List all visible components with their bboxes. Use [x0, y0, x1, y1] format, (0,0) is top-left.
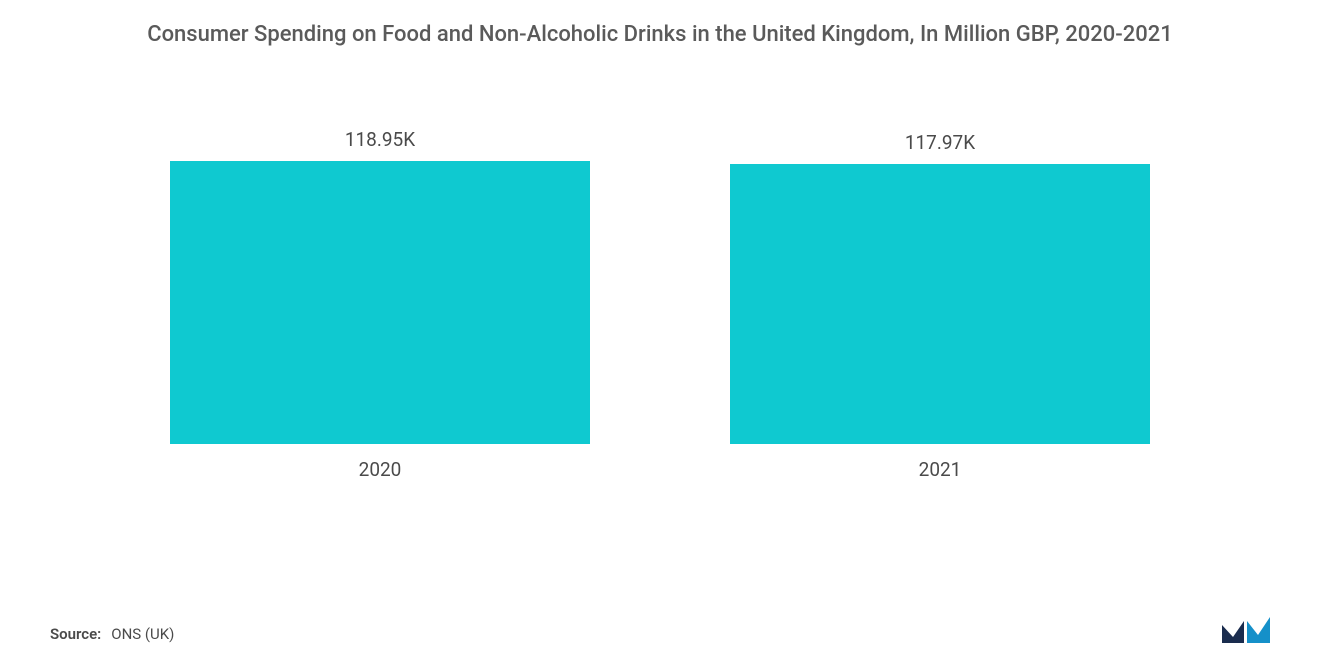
plot-area: 118.95K 2020 117.97K 2021	[50, 101, 1270, 481]
source-value: ONS (UK)	[111, 625, 174, 643]
category-label-0: 2020	[359, 458, 402, 481]
data-label-1: 117.97K	[905, 131, 975, 154]
source-label: Source:	[50, 625, 101, 643]
category-label-1: 2021	[919, 458, 962, 481]
bar-group-1: 117.97K 2021	[730, 131, 1150, 481]
bar-0	[170, 161, 590, 444]
mordor-logo-icon	[1222, 617, 1270, 643]
bar-1	[730, 164, 1150, 444]
chart-title: Consumer Spending on Food and Non-Alcoho…	[110, 20, 1210, 51]
chart-footer: Source: ONS (UK)	[50, 617, 1270, 643]
bar-group-0: 118.95K 2020	[170, 128, 590, 481]
data-label-0: 118.95K	[345, 128, 415, 151]
source-attribution: Source: ONS (UK)	[50, 625, 174, 643]
chart-container: Consumer Spending on Food and Non-Alcoho…	[0, 0, 1320, 665]
